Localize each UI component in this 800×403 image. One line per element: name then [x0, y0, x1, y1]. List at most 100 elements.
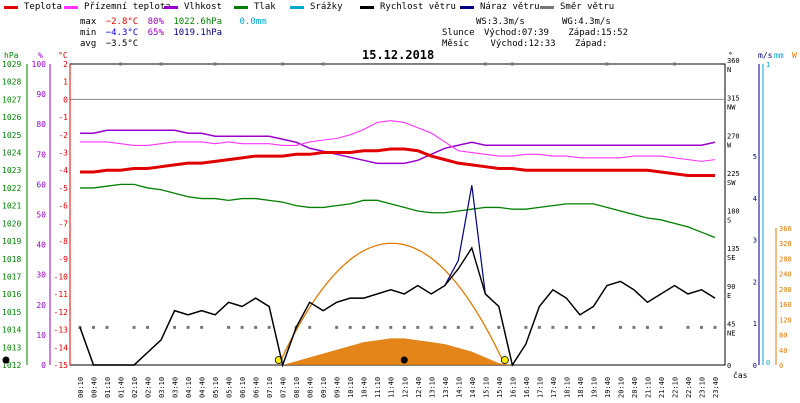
celsius-tick-label: -15 — [54, 361, 69, 370]
wm2-tick-label: 360 — [779, 225, 792, 233]
legend-swatch — [360, 5, 374, 9]
hpa-tick-label: 1021 — [2, 202, 21, 211]
wind-dir-dot — [240, 325, 244, 329]
wind-dir-dot — [537, 325, 541, 329]
deg-tick-dir-label: SW — [727, 179, 736, 187]
wind-dir-dot — [281, 62, 285, 66]
wind-dir-dot — [564, 325, 568, 329]
wind-dir-dot — [497, 325, 501, 329]
stat-wg-value: WG:4.3m/s — [562, 17, 611, 27]
celsius-tick-label: -3 — [58, 149, 68, 158]
stat-max-press: 1022.6hPa — [173, 17, 223, 27]
percent-tick-label: 70 — [36, 150, 46, 159]
stat-ws: WS:3.3m/s — [476, 17, 529, 27]
deg-tick-dir-label: N — [727, 66, 731, 74]
wind-dir-dot — [267, 325, 271, 329]
hpa-tick-label: 1016 — [2, 290, 21, 299]
x-tick-label: 10:40 — [361, 377, 369, 398]
wm2-tick-label: 280 — [779, 255, 792, 263]
x-tick-label: 00:40 — [91, 377, 99, 398]
legend-item: Srážky — [290, 1, 343, 13]
legend-label: Náraz větru — [480, 2, 540, 12]
ms-unit-label: m/s — [758, 51, 773, 60]
wind-dir-dot — [659, 325, 663, 329]
wind-dir-dot — [443, 325, 447, 329]
wind-dir-dot — [362, 325, 366, 329]
percent-tick-label: 60 — [36, 180, 46, 189]
stat-sun-label: Slunce — [442, 28, 475, 38]
temperature-line — [80, 147, 715, 178]
stat-max-temp: −2.8°C — [105, 17, 139, 27]
moon-marker — [400, 356, 408, 364]
wind-dir-dot — [119, 62, 123, 66]
celsius-tick-label: -8 — [58, 237, 68, 246]
celsius-tick-label: -4 — [58, 166, 68, 175]
stat-max: max −2.8°C 80% 1022.6hPa 0.0mm — [80, 17, 271, 27]
stat-max-label: max — [80, 17, 97, 27]
wind-dir-dot — [213, 62, 217, 66]
deg-tick-label: 135 — [727, 245, 740, 253]
legend-label: Přízemní teplota — [84, 2, 171, 12]
x-tick-label: 04:40 — [199, 377, 207, 398]
ms-tick-label: 2 — [753, 278, 757, 286]
x-tick-label: 13:40 — [442, 377, 450, 398]
x-tick-label: 11:10 — [374, 377, 382, 398]
wind-dir-dot — [402, 325, 406, 329]
legend-item: Tlak — [234, 1, 276, 13]
plot-frame — [69, 63, 726, 366]
hpa-tick-label: 1017 — [2, 272, 21, 281]
hpa-tick-label: 1023 — [2, 166, 21, 175]
x-tick-label: 09:10 — [320, 377, 328, 398]
wind-dir-dot — [591, 325, 595, 329]
legend-label: Tlak — [254, 2, 276, 12]
wind-dir-dot — [632, 325, 636, 329]
deg-tick-label: 315 — [727, 95, 740, 103]
wind-dir-dot — [686, 325, 690, 329]
x-tick-label: 22:40 — [685, 377, 693, 398]
percent-tick-label: 40 — [36, 241, 46, 250]
celsius-tick-label: -6 — [58, 202, 68, 211]
x-tick-label: 03:40 — [172, 377, 180, 398]
legend-label: Teplota — [24, 2, 62, 12]
wm2-tick-label: 320 — [779, 240, 792, 248]
x-tick-label: 18:10 — [563, 377, 571, 398]
stat-max-rain: 0.0mm — [239, 17, 267, 27]
percent-tick-label: 100 — [32, 60, 47, 69]
celsius-tick-label: -13 — [54, 326, 69, 335]
legend-swatch — [290, 5, 304, 9]
hpa-tick-label: 1012 — [2, 361, 21, 370]
x-tick-label: 22:10 — [671, 377, 679, 398]
celsius-tick-label: -5 — [58, 184, 68, 193]
wind-dir-dot — [146, 325, 150, 329]
percent-tick-label: 90 — [36, 90, 46, 99]
x-tick-label: 18:40 — [577, 377, 585, 398]
wind-dir-dot — [510, 62, 514, 66]
x-tick-label: 02:40 — [145, 377, 153, 398]
x-tick-label: 01:40 — [118, 377, 126, 398]
deg-tick-dir-label: SE — [727, 254, 735, 262]
wind-dir-dot — [470, 325, 474, 329]
celsius-tick-label: -10 — [54, 272, 69, 281]
x-tick-label: 15:40 — [496, 377, 504, 398]
wind-dir-dot — [578, 325, 582, 329]
x-tick-label: 08:40 — [307, 377, 315, 398]
ms-tick-label: 1 — [753, 320, 757, 328]
hpa-tick-label: 1019 — [2, 237, 21, 246]
legend-item: Vlhkost — [164, 1, 222, 13]
wind-dir-dot — [389, 325, 393, 329]
wind-dir-dot — [173, 325, 177, 329]
stat-moon: Měsíc Východ:12:33 Západ: — [442, 39, 611, 49]
wind-dir-dot — [78, 325, 82, 329]
wm2-tick-label: 240 — [779, 271, 792, 279]
wm2-tick-label: 40 — [779, 347, 787, 355]
wind-dir-dot — [618, 325, 622, 329]
percent-tick-label: 30 — [36, 271, 46, 280]
stat-moon-label: Měsíc — [442, 39, 470, 49]
hpa-tick-label: 1013 — [2, 343, 21, 352]
x-tick-label: 06:40 — [253, 377, 261, 398]
deg-tick-label: 270 — [727, 132, 740, 140]
wind-speed-line — [79, 246, 716, 368]
wind-dir-dot — [105, 325, 109, 329]
wind-dir-dot — [227, 325, 231, 329]
wind-dir-dot — [254, 325, 258, 329]
